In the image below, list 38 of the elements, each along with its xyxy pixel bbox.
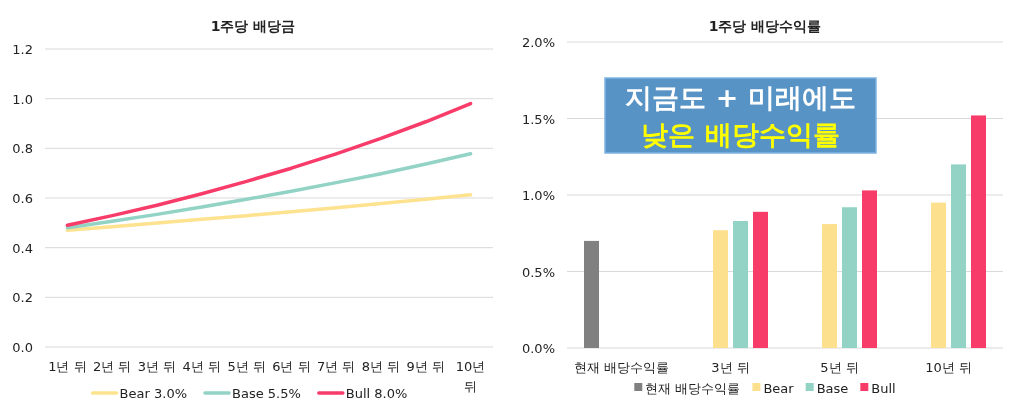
legend-label: Bull 8.0%: [345, 386, 408, 401]
annotation: 지금도 + 미래에도: [625, 81, 856, 113]
x-tick-label: 10년 뒤: [455, 359, 486, 394]
legend-label: Base: [816, 381, 849, 396]
y-tick-label: 1.0%: [521, 188, 555, 203]
x-tick-label: 9년 뒤: [406, 359, 445, 374]
x-tick-label: 6년 뒤: [272, 359, 311, 374]
x-tick-label: 현재 배당수익률: [573, 360, 670, 375]
y-tick-label: 0.6: [12, 191, 33, 206]
y-tick-label: 0.2: [12, 290, 33, 306]
x-tick-label: 3년 뒤: [137, 359, 177, 374]
x-tick-label: 2년 뒤: [93, 359, 132, 374]
legend-label: Bull: [871, 381, 896, 396]
x-tick-label: 8년 뒤: [361, 359, 401, 374]
x-tick-label: 3년 뒤: [711, 360, 750, 375]
y-tick-label: 1.0: [12, 91, 33, 107]
legend-label: Base 5.5%: [232, 386, 301, 401]
chart-title: 1주당 배당수익률: [708, 18, 822, 34]
annotation-box: 지금도 + 미래에도 낮은 배당수익률: [604, 77, 877, 154]
y-tick-label: 1.5%: [521, 111, 555, 127]
x-tick-label: 1년 뒤: [48, 359, 87, 374]
x-tick-label: 4년 뒤: [182, 359, 221, 374]
x-tick-label: 5년 뒤: [227, 359, 266, 374]
y-tick-label: 0.0: [12, 340, 33, 355]
y-tick-label: 0.0%: [521, 341, 555, 356]
y-tick-label: 2.0%: [521, 35, 555, 50]
legend-label: Bear: [763, 381, 795, 396]
x-tick-label: 10년 뒤: [925, 360, 972, 375]
y-tick-label: 0.5%: [521, 264, 555, 280]
legend-label: 현재 배당수익률: [645, 381, 741, 396]
y-tick-label: 0.4: [12, 240, 33, 256]
legend-label: Bear 3.0%: [119, 386, 188, 401]
chart-title: 1주당 배당금: [210, 18, 296, 34]
y-tick-label: 1.2: [12, 42, 33, 57]
annotation: 낮은 배당수익률: [641, 119, 840, 151]
x-tick-label: 7년 뒤: [317, 359, 356, 374]
y-tick-label: 0.8: [12, 141, 33, 157]
x-tick-label: 5년 뒤: [820, 360, 859, 375]
